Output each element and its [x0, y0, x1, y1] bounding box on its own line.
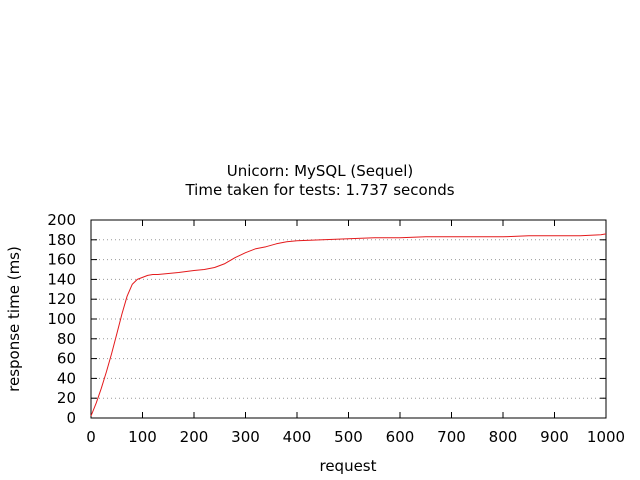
y-tick-label: 0 — [66, 409, 76, 427]
plot-frame — [90, 219, 607, 419]
series-line — [90, 233, 607, 417]
x-tick-label: 500 — [334, 428, 363, 446]
x-tick-label: 600 — [386, 428, 415, 446]
x-axis-label: request — [319, 457, 376, 475]
y-tick-label: 60 — [57, 350, 76, 368]
y-axis-label: response time (ms) — [5, 246, 23, 392]
y-tick-label: 120 — [47, 290, 76, 308]
y-tick-label: 80 — [57, 330, 76, 348]
y-tick-label: 20 — [57, 389, 76, 407]
x-tick-label: 400 — [283, 428, 312, 446]
y-tick-label: 40 — [57, 369, 76, 387]
x-tick-label: 1000 — [587, 428, 625, 446]
y-tick-label: 200 — [47, 211, 76, 229]
y-tick-label: 160 — [47, 251, 76, 269]
x-tick-label: 300 — [231, 428, 260, 446]
x-tick-label: 0 — [86, 428, 96, 446]
y-tick-label: 180 — [47, 231, 76, 249]
chart-title: Unicorn: MySQL (Sequel) — [226, 162, 414, 180]
y-tick-label: 140 — [47, 270, 76, 288]
chart-subtitle: Time taken for tests: 1.737 seconds — [185, 181, 455, 199]
x-tick-label: 100 — [128, 428, 157, 446]
x-tick-label: 200 — [180, 428, 209, 446]
grid — [91, 239, 606, 399]
x-tick-label: 900 — [540, 428, 569, 446]
x-tick-label: 700 — [437, 428, 466, 446]
x-tick-label: 800 — [489, 428, 518, 446]
y-tick-label: 100 — [47, 310, 76, 328]
series — [90, 233, 607, 417]
